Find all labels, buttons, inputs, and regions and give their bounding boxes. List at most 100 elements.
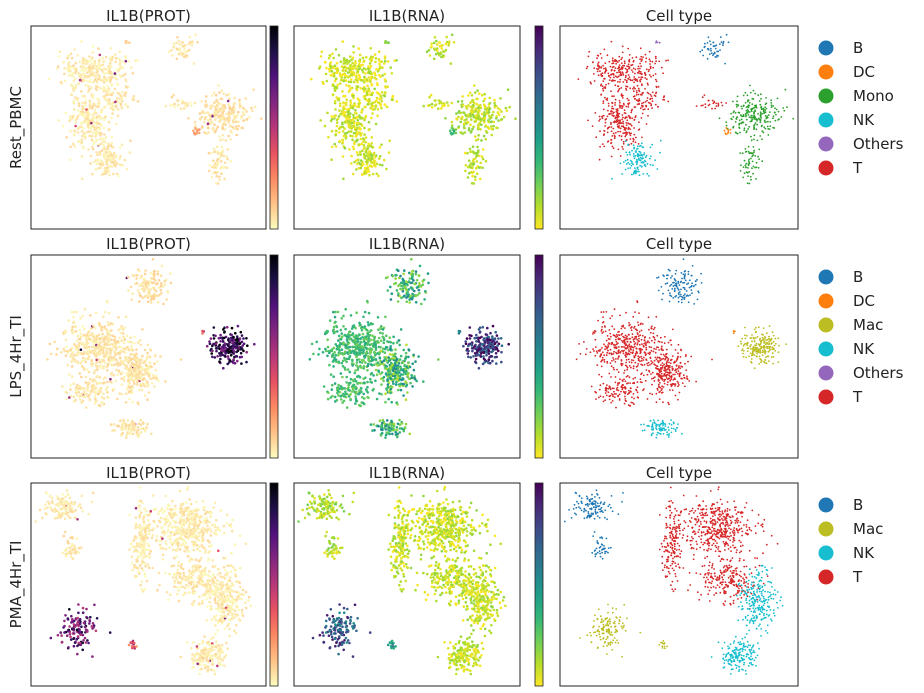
data-point (240, 115, 244, 118)
data-point (356, 368, 360, 372)
data-point (116, 373, 119, 377)
data-point (701, 96, 704, 99)
data-point (374, 346, 378, 350)
data-point (339, 78, 343, 82)
data-point (173, 102, 176, 106)
data-point (644, 72, 646, 75)
data-point (73, 353, 76, 357)
data-point (610, 121, 612, 124)
data-point (649, 65, 652, 68)
data-point (624, 76, 627, 79)
data-point (68, 396, 71, 399)
data-point (120, 106, 124, 110)
data-point (344, 334, 347, 337)
data-point (103, 166, 107, 170)
data-point (212, 91, 216, 95)
data-point (620, 87, 623, 89)
data-point (707, 99, 710, 102)
data-point (81, 62, 84, 65)
data-point (363, 97, 367, 101)
data-point (184, 104, 187, 108)
data-point (235, 120, 238, 123)
data-point (231, 125, 234, 129)
data-point (115, 172, 119, 176)
data-point (127, 60, 131, 63)
data-point (627, 126, 630, 129)
data-point (310, 342, 314, 346)
data-point (138, 269, 141, 273)
data-point (770, 99, 773, 101)
data-point (149, 280, 152, 283)
data-point (334, 133, 337, 137)
data-point (487, 111, 491, 114)
data-point (345, 338, 349, 342)
data-point (438, 41, 441, 44)
data-point (82, 114, 86, 118)
data-point (608, 75, 610, 78)
data-point (628, 163, 631, 166)
data-point (659, 151, 661, 154)
data-point (93, 78, 97, 82)
data-point (617, 148, 620, 151)
data-point (759, 135, 762, 137)
data-point (348, 370, 352, 374)
data-point (610, 40, 613, 43)
data-point (744, 148, 747, 150)
data-point (379, 102, 382, 106)
data-point (714, 47, 717, 50)
data-point (359, 153, 362, 156)
data-point (599, 52, 602, 55)
data-point (123, 375, 126, 379)
data-point (632, 67, 635, 70)
data-point (100, 396, 104, 399)
data-point (65, 345, 68, 349)
data-point (762, 110, 765, 112)
data-point (253, 342, 256, 346)
data-point (117, 70, 120, 73)
data-point (714, 107, 716, 110)
data-point (634, 171, 637, 174)
data-point (342, 59, 346, 62)
data-point (619, 81, 621, 83)
data-point (595, 136, 598, 139)
data-point (630, 164, 633, 167)
data-point (92, 335, 95, 338)
data-point (344, 307, 348, 311)
data-point (750, 178, 752, 181)
data-point (147, 391, 151, 394)
data-point (638, 121, 640, 124)
data-point (218, 178, 221, 181)
data-point (760, 117, 762, 119)
data-point (385, 334, 388, 338)
data-point (652, 164, 654, 167)
data-point (340, 332, 344, 335)
data-point (104, 141, 107, 144)
data-point (643, 108, 646, 110)
data-point (625, 134, 627, 137)
data-point (636, 147, 639, 150)
data-point (90, 364, 94, 367)
data-point (229, 353, 233, 357)
data-point (67, 319, 70, 322)
data-point (626, 65, 628, 68)
data-point (386, 340, 389, 343)
data-point (493, 101, 496, 105)
data-point (107, 120, 111, 124)
data-point (330, 348, 334, 351)
data-point (214, 347, 218, 350)
data-point (105, 350, 108, 353)
colorbar-frame (269, 25, 279, 230)
data-point (745, 131, 748, 134)
data-point (428, 54, 432, 57)
data-point (764, 106, 766, 108)
data-point (475, 97, 478, 101)
data-point (95, 151, 98, 154)
data-point (508, 105, 511, 109)
data-point (769, 125, 772, 127)
data-point (328, 70, 332, 73)
data-point (644, 77, 647, 79)
data-point (735, 117, 738, 120)
data-point (641, 161, 644, 163)
data-point (141, 354, 144, 358)
data-point (397, 362, 401, 365)
